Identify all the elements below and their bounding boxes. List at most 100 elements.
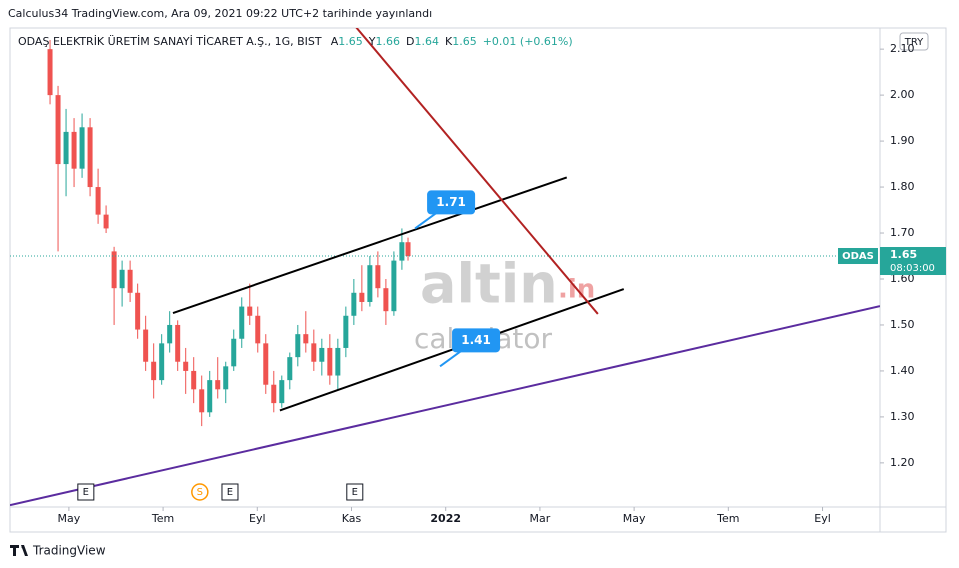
trendline	[10, 305, 880, 507]
candle-body	[191, 370, 197, 390]
watermark-main: altin	[420, 253, 558, 316]
candle-body	[95, 187, 101, 215]
candle-body	[159, 343, 165, 381]
candle-body	[271, 384, 277, 404]
legend-value: 1.66	[376, 35, 401, 48]
event-label: E	[83, 487, 89, 498]
x-tick-label: Eyl	[249, 512, 266, 525]
candle-body	[343, 315, 349, 348]
event-marker	[77, 483, 95, 501]
x-tick-label: Tem	[151, 512, 174, 525]
candle-body	[103, 214, 109, 229]
callout-label: 1.41	[461, 333, 491, 347]
event-marker	[191, 483, 209, 501]
x-tick-label: May	[58, 512, 81, 525]
legend-value: 1.64	[415, 35, 440, 48]
brand: TradingView	[32, 544, 106, 558]
callout-pointer	[439, 349, 463, 368]
candle-body	[71, 131, 77, 169]
candle-body	[319, 347, 325, 362]
candle-body	[87, 127, 93, 188]
currency-badge	[899, 32, 929, 51]
brand-logo	[10, 545, 28, 556]
candle-body	[399, 242, 405, 261]
header: Calculus34 TradingView.com, Ara 09, 2021…	[8, 7, 432, 20]
candle-body	[231, 338, 237, 367]
candle-body	[47, 49, 53, 96]
y-tick-label: 1.70	[890, 226, 915, 239]
legend-key: D	[406, 35, 414, 48]
candle-body	[199, 389, 205, 413]
candle-body	[215, 380, 221, 390]
plot	[10, 28, 880, 507]
legend-change: +0.01 (+0.61%)	[483, 35, 573, 48]
x-tick-label: Tem	[716, 512, 739, 525]
x-tick-label: 2022	[430, 512, 461, 525]
candle-body	[311, 343, 317, 362]
candle-body	[351, 292, 357, 316]
callout-label: 1.71	[436, 195, 466, 209]
y-tick-label: 1.30	[890, 410, 915, 423]
y-tick-label: 1.80	[890, 180, 915, 193]
candle-body	[207, 380, 213, 413]
legend-key: K	[445, 35, 453, 48]
candle-body	[63, 131, 69, 165]
last-price-tag	[880, 247, 946, 276]
candle-body	[247, 306, 253, 316]
x-tick-label: May	[623, 512, 646, 525]
event-label: E	[352, 487, 358, 498]
candle-body	[383, 288, 389, 312]
candle-body	[287, 357, 293, 381]
candle-body	[135, 292, 141, 330]
candle-body	[255, 315, 261, 344]
candle-body	[167, 324, 173, 344]
candle-body	[295, 334, 301, 358]
candle-body	[223, 366, 229, 390]
x-tick-label: Mar	[530, 512, 551, 525]
x-tick-label: Eyl	[814, 512, 831, 525]
event-label: E	[227, 487, 233, 498]
trendline	[355, 28, 599, 315]
callout-pointer	[414, 211, 438, 230]
trendline	[279, 288, 625, 412]
y-tick-label: 1.90	[890, 134, 915, 147]
candle-body	[391, 260, 397, 312]
candle-body	[151, 361, 157, 381]
candle-body	[279, 380, 285, 404]
candle-body	[183, 361, 189, 371]
candle-body	[263, 343, 269, 385]
callout-box	[427, 190, 476, 215]
event-label: S	[197, 487, 203, 498]
candle-body	[79, 127, 85, 169]
candle-body	[375, 265, 381, 289]
currency: TRY	[904, 37, 924, 48]
candle-body	[327, 347, 333, 376]
y-tick-label: 2.10	[890, 42, 915, 55]
chart-frame	[9, 27, 947, 533]
candle-body	[303, 334, 309, 344]
candle-body	[239, 306, 245, 339]
legend: ODAŞ ELEKTRİK ÜRETİM SANAYİ TİCARET A.Ş.…	[18, 35, 573, 48]
candle-body	[55, 95, 61, 165]
event-marker	[346, 483, 364, 501]
symbol-label: ODAS	[842, 251, 874, 262]
candle-body	[111, 251, 117, 289]
candle-body	[127, 269, 133, 293]
candle-body	[175, 324, 181, 362]
legend-value: 1.65	[338, 35, 363, 48]
legend-key: A	[331, 35, 339, 48]
candle-body	[119, 269, 125, 289]
last-price-label: 1.65	[890, 248, 917, 261]
candle-body	[359, 292, 365, 302]
legend-title: ODAŞ ELEKTRİK ÜRETİM SANAYİ TİCARET A.Ş.…	[18, 35, 322, 48]
symbol-tag	[838, 248, 878, 265]
candle-body	[367, 265, 373, 302]
candle-body	[143, 329, 149, 362]
legend-value: 1.65	[452, 35, 477, 48]
candle-body	[335, 347, 341, 376]
event-marker	[221, 483, 239, 501]
callout-box	[452, 328, 501, 353]
y-tick-label: 1.40	[890, 364, 915, 377]
